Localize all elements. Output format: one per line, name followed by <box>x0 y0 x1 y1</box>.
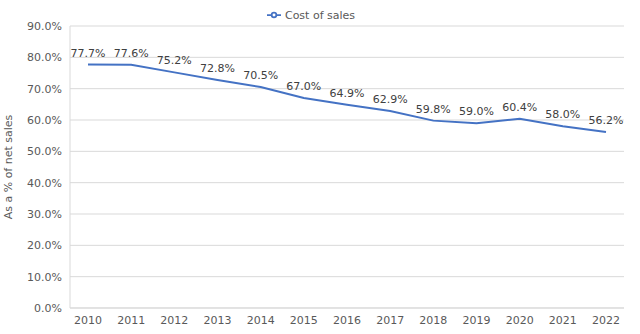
svg-text:60.0%: 60.0% <box>27 114 62 127</box>
svg-text:59.8%: 59.8% <box>416 103 451 116</box>
svg-text:70.5%: 70.5% <box>243 69 278 82</box>
svg-text:2013: 2013 <box>204 314 232 327</box>
svg-text:62.9%: 62.9% <box>373 93 408 106</box>
svg-text:2015: 2015 <box>290 314 318 327</box>
svg-text:80.0%: 80.0% <box>27 51 62 64</box>
svg-text:2010: 2010 <box>74 314 102 327</box>
svg-text:2014: 2014 <box>247 314 275 327</box>
svg-text:2022: 2022 <box>592 314 620 327</box>
svg-text:75.2%: 75.2% <box>157 54 192 67</box>
svg-text:As a % of net sales: As a % of net sales <box>8 114 15 219</box>
svg-text:0.0%: 0.0% <box>34 302 62 315</box>
svg-text:59.0%: 59.0% <box>459 105 494 118</box>
svg-text:2012: 2012 <box>160 314 188 327</box>
svg-text:2016: 2016 <box>333 314 361 327</box>
svg-text:2019: 2019 <box>463 314 491 327</box>
svg-text:2020: 2020 <box>506 314 534 327</box>
svg-text:60.4%: 60.4% <box>502 101 537 114</box>
svg-text:30.0%: 30.0% <box>27 208 62 221</box>
svg-text:2011: 2011 <box>117 314 145 327</box>
svg-text:64.9%: 64.9% <box>330 87 365 100</box>
svg-text:2021: 2021 <box>549 314 577 327</box>
svg-text:67.0%: 67.0% <box>286 80 321 93</box>
svg-text:70.0%: 70.0% <box>27 83 62 96</box>
svg-text:58.0%: 58.0% <box>545 108 580 121</box>
svg-text:10.0%: 10.0% <box>27 271 62 284</box>
html-text:Cost of sales: Cost of sales <box>285 9 355 22</box>
svg-text:20.0%: 20.0% <box>27 239 62 252</box>
svg-text:72.8%: 72.8% <box>200 62 235 75</box>
svg-text:90.0%: 90.0% <box>27 20 62 33</box>
svg-text:77.7%: 77.7% <box>71 47 106 60</box>
svg-text:50.0%: 50.0% <box>27 145 62 158</box>
svg-text:40.0%: 40.0% <box>27 177 62 190</box>
svg-text:2018: 2018 <box>419 314 447 327</box>
svg-text:2017: 2017 <box>376 314 404 327</box>
svg-text:77.6%: 77.6% <box>114 47 149 60</box>
svg-text:56.2%: 56.2% <box>589 114 624 127</box>
